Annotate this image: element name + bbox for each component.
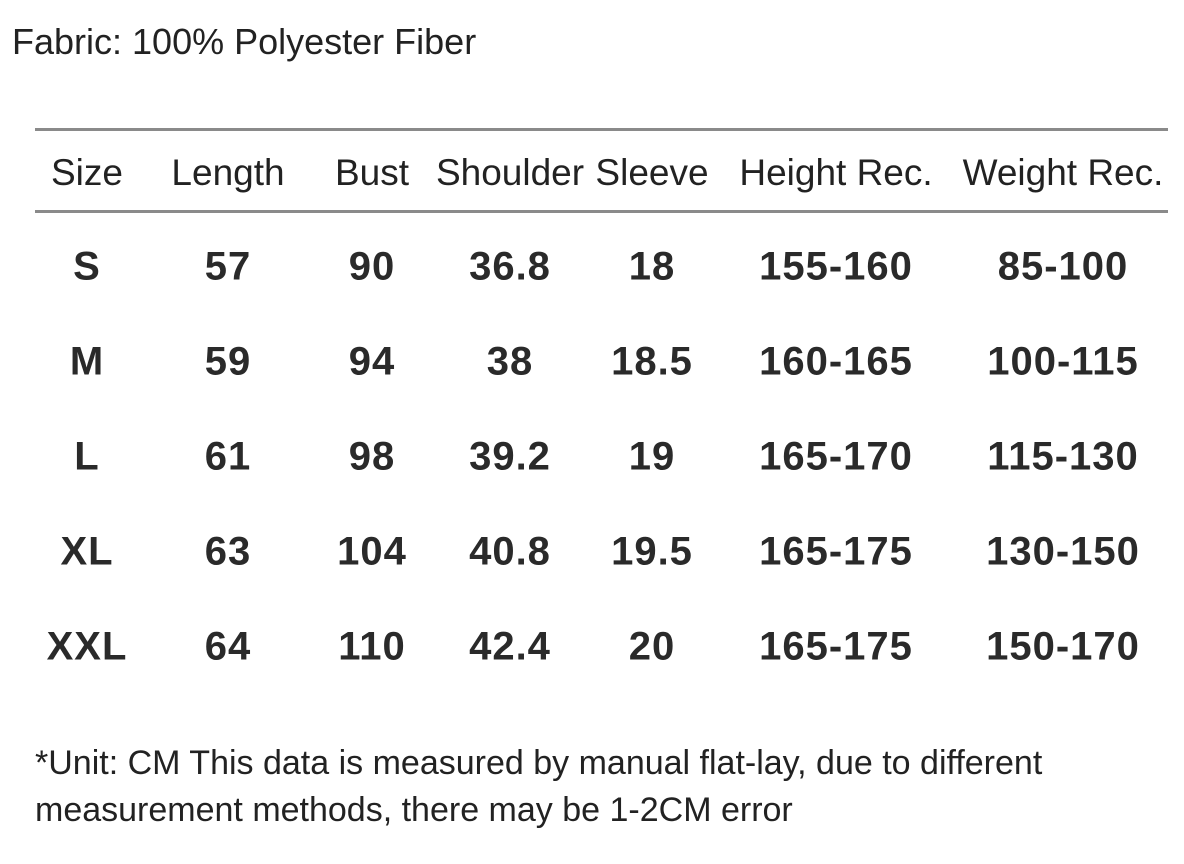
table-cell: 63 — [204, 529, 252, 574]
column-header: Shoulder — [435, 152, 585, 193]
column-header: Length — [171, 152, 285, 193]
column-header: Bust — [334, 152, 410, 193]
table-cell: 85-100 — [997, 244, 1129, 289]
table-cell: 38 — [486, 339, 534, 384]
table-cell: 59 — [204, 339, 252, 384]
table-cell: 40.8 — [469, 529, 551, 574]
table-cell: 42.4 — [469, 624, 551, 669]
table-cell: S — [73, 244, 101, 289]
table-cell: 150-170 — [986, 624, 1140, 669]
table-cell: 61 — [204, 434, 252, 479]
column-header: Weight Rec. — [962, 152, 1164, 193]
table-top-rule — [35, 128, 1168, 131]
table-cell: 64 — [204, 624, 252, 669]
title: Fabric: 100% Polyester Fiber — [12, 21, 477, 62]
table-cell: 130-150 — [986, 529, 1140, 574]
column-header: Height Rec. — [739, 152, 933, 193]
table-cell: 155-160 — [759, 244, 913, 289]
table-cell: 39.2 — [469, 434, 551, 479]
table-cell: 20 — [628, 624, 676, 669]
table-cell: 98 — [348, 434, 396, 479]
table-cell: 165-175 — [759, 529, 913, 574]
table-cell: 165-175 — [759, 624, 913, 669]
table-cell: 115-130 — [987, 434, 1139, 479]
table-cell: 94 — [348, 339, 396, 384]
table-cell: 110 — [338, 624, 406, 669]
table-cell: 18 — [628, 244, 676, 289]
table-cell: XXL — [46, 624, 128, 669]
table-cell: XL — [60, 529, 114, 574]
footnote: *Unit: CM This data is measured by manua… — [35, 744, 1043, 829]
table-cell: 18.5 — [611, 339, 693, 384]
column-header: Sleeve — [595, 152, 709, 193]
table-cell: 57 — [204, 244, 252, 289]
table-cell: 90 — [348, 244, 396, 289]
header-rule — [35, 210, 1168, 213]
table-cell: 165-170 — [759, 434, 913, 479]
table-cell: 36.8 — [469, 244, 551, 289]
table-cell: L — [74, 434, 100, 479]
table-cell: 160-165 — [759, 339, 913, 384]
table-cell: 104 — [337, 529, 407, 574]
table-cell: 19.5 — [611, 529, 693, 574]
column-header: Size — [51, 152, 123, 193]
table-cell: 100-115 — [987, 339, 1139, 384]
table-cell: M — [69, 339, 105, 384]
table-cell: 19 — [628, 434, 676, 479]
